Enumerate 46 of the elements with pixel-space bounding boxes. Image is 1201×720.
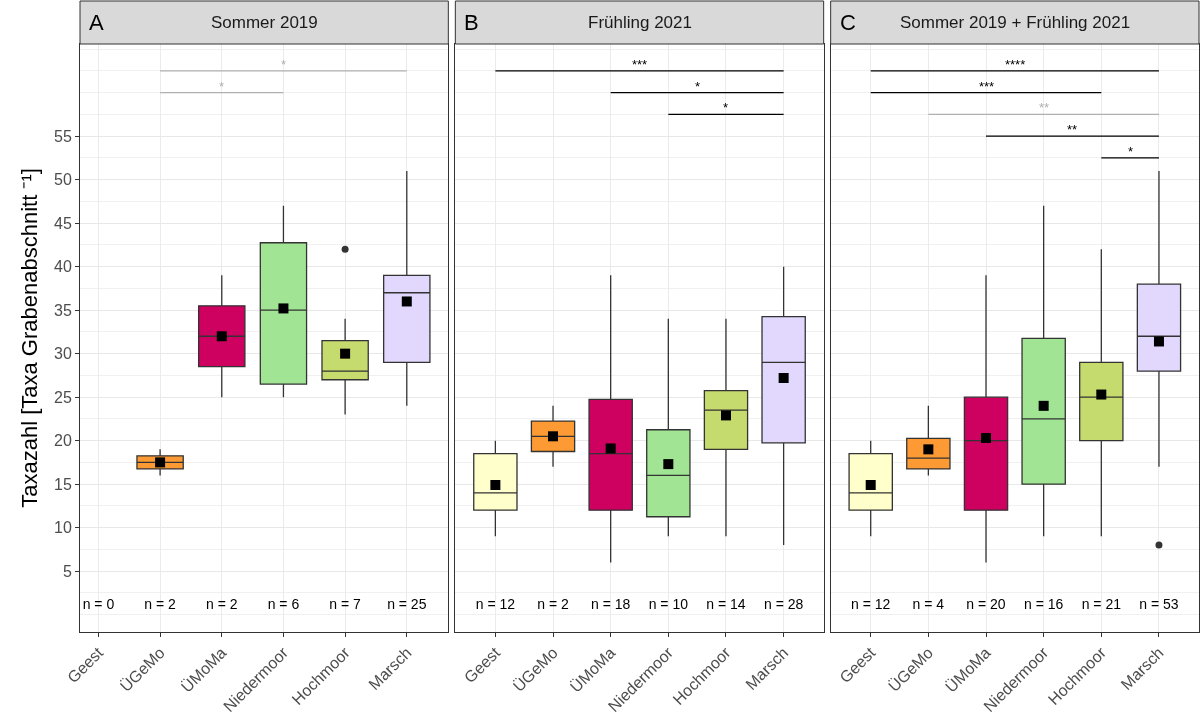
annotation: n = 18	[591, 596, 631, 613]
annotation: *	[1128, 144, 1134, 159]
y-tick-label: 5	[62, 562, 72, 580]
annotation: **	[1067, 122, 1078, 137]
annotation: *	[695, 79, 701, 94]
annotation: ****	[1005, 57, 1026, 72]
y-tick-label: 55	[54, 127, 72, 145]
annotation: n = 12	[475, 596, 516, 613]
annotation: **	[1039, 100, 1050, 115]
annotation: n = 2	[144, 596, 177, 613]
annotation: n = 14	[706, 596, 746, 613]
annotation: n = 6	[267, 596, 300, 613]
chart-title: Frühling 2021	[588, 13, 692, 32]
annotation: n = 12	[851, 596, 891, 613]
y-tick-label: 25	[54, 388, 72, 406]
annotation: n = 20	[966, 596, 1006, 613]
text: A	[89, 10, 104, 35]
annotation: n = 28	[763, 596, 804, 613]
annotation: *	[723, 100, 729, 115]
annotation: n = 16	[1023, 596, 1064, 613]
annotation: n = 21	[1081, 596, 1122, 613]
annotation: n = 7	[329, 596, 362, 613]
annotation: n = 2	[537, 596, 569, 613]
y-tick-label: 45	[54, 214, 72, 232]
y-tick-label: 10	[54, 519, 72, 537]
annotation: n = 25	[387, 596, 427, 613]
annotation: *	[281, 57, 287, 72]
y-tick-label: 40	[54, 258, 72, 276]
annotation: ***	[632, 57, 648, 72]
text: B	[464, 10, 479, 35]
annotation: n = 0	[82, 596, 115, 613]
annotation: ***	[979, 79, 995, 94]
chart-title: Sommer 2019	[211, 13, 318, 32]
chart-title: Sommer 2019 + Frühling 2021	[900, 13, 1131, 32]
y-tick-label: 30	[54, 345, 72, 363]
annotation: n = 4	[912, 596, 945, 613]
annotation: n = 53	[1139, 596, 1179, 613]
annotation: *	[219, 79, 225, 94]
y-axis-title: Taxazahl [Taxa Grabenabschnitt ⁻¹]	[16, 168, 42, 508]
y-tick-label: 50	[54, 171, 72, 189]
y-tick-label: 20	[54, 432, 72, 450]
text: C	[840, 10, 856, 35]
y-tick-label: 35	[54, 301, 72, 319]
annotation: n = 10	[648, 596, 689, 613]
annotation: n = 2	[206, 596, 238, 613]
y-tick-label: 15	[54, 475, 72, 493]
